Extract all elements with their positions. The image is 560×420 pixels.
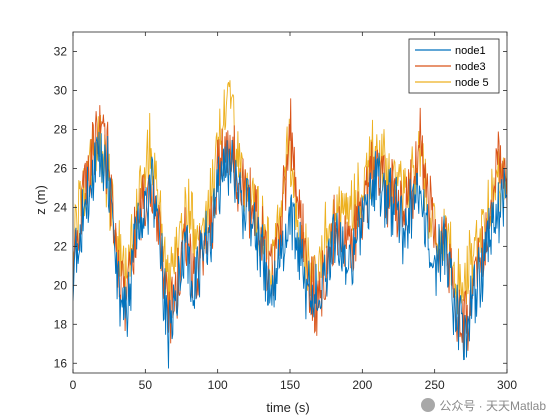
y-tick-label: 22 (54, 239, 68, 253)
series-line-node1 (73, 131, 507, 369)
x-tick-label: 0 (70, 378, 77, 392)
y-tick-label: 30 (54, 83, 68, 97)
y-tick-label: 16 (54, 356, 68, 370)
x-tick-label: 50 (139, 378, 153, 392)
watermark: 公众号 · 天天Matlab (421, 397, 546, 414)
y-tick-label: 20 (54, 278, 68, 292)
x-tick-label: 150 (280, 378, 300, 392)
y-tick-label: 28 (54, 122, 68, 136)
axes: 0 50 100 150 200 250 300 16 18 20 22 24 26 28 30 32 (54, 31, 517, 392)
y-tick-label: 32 (54, 44, 68, 58)
wechat-icon (421, 398, 436, 412)
watermark-text: 公众号 · 天天Matlab (439, 399, 546, 413)
y-tick-label: 26 (54, 161, 68, 175)
legend-label: node1 (455, 45, 486, 57)
x-tick-label: 250 (425, 378, 445, 392)
legend: node1 node3 node 5 (408, 38, 500, 94)
y-tick-label: 18 (54, 317, 68, 331)
x-tick-label: 100 (208, 378, 228, 392)
legend-label: node3 (455, 61, 486, 73)
y-tick-label: 24 (54, 200, 68, 214)
x-tick-label: 200 (352, 378, 372, 392)
series-line-node-5 (73, 80, 507, 315)
series-layer (73, 80, 507, 369)
y-axis-label: z (m) (33, 185, 48, 215)
x-axis-label: time (s) (266, 400, 309, 415)
legend-label: node 5 (455, 77, 489, 89)
x-tick-label: 300 (497, 378, 517, 392)
series-line-node3 (73, 98, 507, 357)
